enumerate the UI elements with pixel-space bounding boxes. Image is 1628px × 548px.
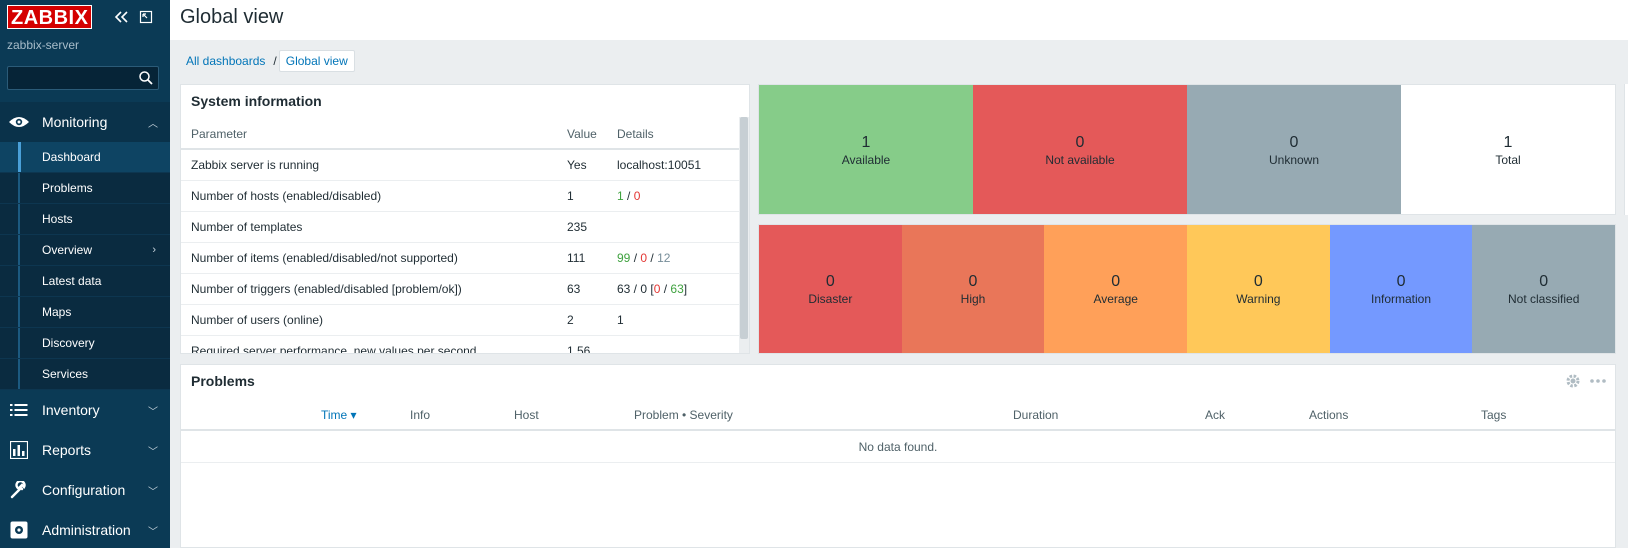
chevron-right-icon: › xyxy=(152,244,156,256)
col-ack: Ack xyxy=(1205,408,1226,422)
nav-inventory[interactable]: Inventory ﹀ xyxy=(0,390,170,430)
col-tags: Tags xyxy=(1481,408,1507,422)
sub-item-problems[interactable]: Problems xyxy=(0,173,170,204)
table-row: Number of items (enabled/disabled/not su… xyxy=(181,242,741,274)
logo-row: ZABBIX xyxy=(7,5,93,29)
available-cell[interactable]: 1 Available xyxy=(759,85,973,214)
more-options-icon[interactable] xyxy=(1589,373,1607,392)
chevron-up-icon: ︿ xyxy=(148,119,158,130)
server-name: zabbix-server xyxy=(7,38,80,52)
nav-reports[interactable]: Reports ﹀ xyxy=(0,430,170,470)
nav-administration[interactable]: Administration ﹀ xyxy=(0,510,170,548)
system-information-widget: System information Parameter Value Detai… xyxy=(180,84,750,354)
sub-item-hosts[interactable]: Hosts xyxy=(0,204,170,235)
table-row: Number of templates 235 xyxy=(181,211,741,243)
severity-information-cell[interactable]: 0 Information xyxy=(1329,225,1473,353)
widget-scrollbar[interactable] xyxy=(739,117,749,353)
col-host: Host xyxy=(514,408,539,422)
not-available-cell[interactable]: 0 Not available xyxy=(973,85,1187,214)
monitoring-submenu: Dashboard Problems Hosts Overview › Lates… xyxy=(0,142,170,390)
kiosk-mode-icon[interactable] xyxy=(137,8,155,26)
page-title: Global view xyxy=(180,6,284,28)
table-row: Number of hosts (enabled/disabled) 1 1 /… xyxy=(181,180,741,212)
sub-item-overview[interactable]: Overview › xyxy=(0,235,170,266)
empty-state-message: No data found. xyxy=(181,431,1615,463)
unknown-cell[interactable]: 0 Unknown xyxy=(1187,85,1401,214)
nav-monitoring[interactable]: Monitoring ︿ xyxy=(0,102,170,142)
breadcrumb-global-view[interactable]: Global view xyxy=(278,50,355,72)
severity-not-classified-cell[interactable]: 0 Not classified xyxy=(1472,225,1616,353)
col-details: Details xyxy=(607,119,741,150)
total-cell[interactable]: 1 Total xyxy=(1401,85,1615,214)
problems-table-header: Time ▾ Info Host Problem • Severity Dura… xyxy=(181,399,1615,431)
widget-edge xyxy=(1624,84,1628,215)
table-row: Required server performance, new values … xyxy=(181,335,741,353)
sidebar: ZABBIX zabbix-server Monitoring ︿ Dashbo… xyxy=(0,0,170,548)
table-row: Zabbix server is running Yes localhost:1… xyxy=(181,149,741,181)
sub-item-discovery[interactable]: Discovery xyxy=(0,328,170,359)
nav-configuration[interactable]: Configuration ﹀ xyxy=(0,470,170,510)
nav-reports-label: Reports xyxy=(42,442,92,458)
severity-disaster-cell[interactable]: 0 Disaster xyxy=(759,225,902,353)
widget-tools xyxy=(1565,373,1607,392)
severity-warning-cell[interactable]: 0 Warning xyxy=(1187,225,1330,353)
nav-inventory-label: Inventory xyxy=(42,402,100,418)
zabbix-logo[interactable]: ZABBIX xyxy=(7,5,93,29)
col-info: Info xyxy=(410,408,431,422)
host-availability-widget: 1 Available 0 Not available 0 Unknown 1 … xyxy=(758,84,1616,215)
widget-title: System information xyxy=(191,93,322,109)
problems-by-severity-widget: 0 Disaster 0 High 0 Average 0 Warning 0 … xyxy=(758,224,1616,354)
collapse-sidebar-icon[interactable] xyxy=(113,8,131,26)
sub-item-dashboard[interactable]: Dashboard xyxy=(0,142,170,173)
sidebar-search-input[interactable] xyxy=(7,66,159,90)
breadcrumb-separator: / xyxy=(273,54,277,68)
page-header xyxy=(170,0,1628,40)
col-value: Value xyxy=(557,119,607,150)
breadcrumb: All dashboards / Global view xyxy=(180,50,355,72)
eye-icon xyxy=(8,111,30,133)
col-actions: Actions xyxy=(1309,408,1349,422)
wrench-icon xyxy=(8,479,30,501)
problems-widget: Problems Time ▾ Info Host Problem • Seve… xyxy=(180,364,1616,548)
main-nav: Monitoring ︿ Dashboard Problems Hosts Ov… xyxy=(0,102,170,548)
search-icon[interactable] xyxy=(138,70,154,89)
sub-item-maps[interactable]: Maps xyxy=(0,297,170,328)
col-problem-severity: Problem • Severity xyxy=(634,408,733,422)
gear-icon xyxy=(8,519,30,541)
bar-chart-icon xyxy=(8,439,30,461)
col-duration: Duration xyxy=(1013,408,1059,422)
table-row: Number of triggers (enabled/disabled [pr… xyxy=(181,273,741,305)
nav-configuration-label: Configuration xyxy=(42,482,126,498)
chevron-down-icon: ﹀ xyxy=(148,407,158,418)
gear-icon[interactable] xyxy=(1565,373,1581,392)
chevron-down-icon: ﹀ xyxy=(148,447,158,458)
nav-administration-label: Administration xyxy=(42,522,131,538)
severity-high-cell[interactable]: 0 High xyxy=(901,225,1045,353)
sub-item-latest-data[interactable]: Latest data xyxy=(0,266,170,297)
list-icon xyxy=(8,399,30,421)
system-info-table: Parameter Value Details Zabbix server is… xyxy=(181,119,741,353)
table-row: Number of users (online) 2 1 xyxy=(181,304,741,336)
col-parameter: Parameter xyxy=(181,119,557,150)
severity-average-cell[interactable]: 0 Average xyxy=(1044,225,1188,353)
col-time[interactable]: Time ▾ xyxy=(321,408,357,422)
nav-monitoring-label: Monitoring xyxy=(42,114,108,130)
chevron-down-icon: ﹀ xyxy=(148,527,158,538)
chevron-down-icon: ﹀ xyxy=(148,487,158,498)
sidebar-controls xyxy=(113,8,155,26)
widget-title: Problems xyxy=(191,373,255,389)
scrollbar-thumb[interactable] xyxy=(740,117,748,339)
breadcrumb-all-dashboards[interactable]: All dashboards xyxy=(186,54,266,68)
sub-item-services[interactable]: Services xyxy=(0,359,170,390)
